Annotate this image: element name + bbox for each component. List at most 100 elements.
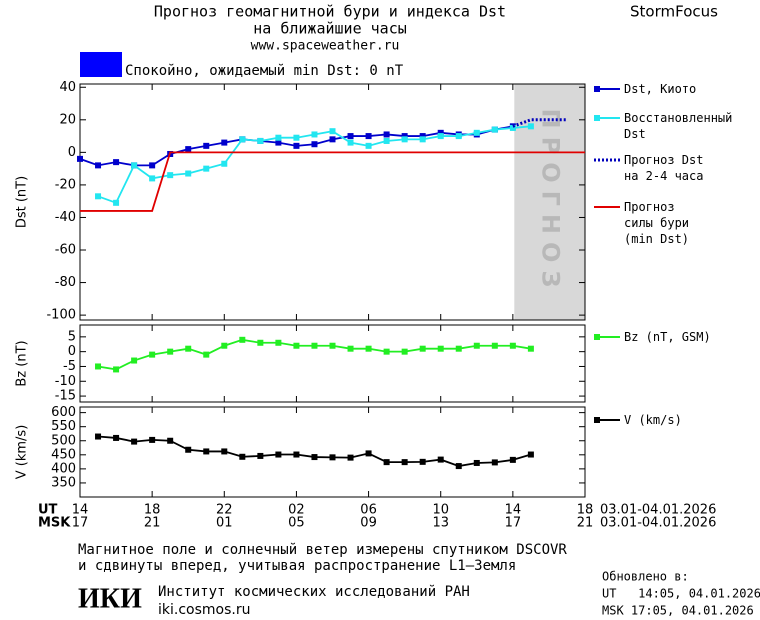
site: iki.cosmos.ru	[158, 602, 250, 618]
y-axis-label: V (km/s)	[15, 425, 30, 480]
footer-note: и сдвинуты вперед, учитывая распростране…	[78, 558, 516, 574]
point	[257, 339, 264, 346]
y-tick-label: -60	[55, 243, 76, 258]
point	[437, 345, 444, 352]
point	[419, 133, 426, 140]
point	[149, 436, 156, 443]
x-tick-label: 06	[360, 503, 377, 518]
point	[113, 434, 120, 441]
y-tick-label: -100	[46, 308, 76, 323]
point	[239, 453, 246, 460]
point	[527, 345, 534, 352]
y-tick-label: -15	[55, 389, 76, 404]
x-tick-label: 18	[144, 503, 161, 518]
legend-label: Dst, Киото	[624, 82, 697, 96]
point	[329, 128, 336, 135]
point	[95, 363, 102, 370]
point	[365, 133, 372, 140]
point	[221, 139, 228, 146]
series-line	[512, 118, 567, 128]
y-tick-label: 350	[51, 475, 76, 490]
legend-swatch	[594, 334, 600, 340]
point	[275, 451, 282, 458]
forecast-label: ПРОГНОЗ	[537, 109, 565, 296]
y-tick-label: -20	[55, 177, 76, 192]
point	[275, 134, 282, 141]
x-tick-label: 14	[72, 503, 89, 518]
x-tick-label: 13	[432, 516, 449, 531]
y-tick-label: -10	[55, 374, 76, 389]
point	[419, 458, 426, 465]
point	[491, 342, 498, 349]
y-tick-label: 400	[51, 461, 76, 476]
point	[167, 172, 174, 179]
series-line	[97, 125, 531, 204]
point	[221, 448, 228, 455]
plot-frame	[79, 406, 586, 498]
point	[347, 345, 354, 352]
y-axis-label: Dst (nT)	[15, 176, 30, 228]
point	[113, 366, 120, 373]
legend-label: Прогноз Dst на 2-4 часа	[624, 153, 704, 183]
point	[203, 142, 210, 149]
point	[527, 451, 534, 458]
x-tick-label: 17	[72, 516, 89, 531]
point	[221, 160, 228, 167]
point	[203, 351, 210, 358]
point	[455, 345, 462, 352]
x-tick-label: 21	[144, 516, 161, 531]
point	[203, 448, 210, 455]
point	[365, 345, 372, 352]
point	[257, 137, 264, 144]
point	[383, 137, 390, 144]
logo: ИКИ	[78, 583, 142, 614]
point	[185, 446, 192, 453]
date-range: 03.01-04.01.2026	[600, 503, 716, 518]
x-tick-label: 14	[505, 503, 522, 518]
point	[131, 162, 138, 169]
point	[293, 142, 300, 149]
point	[419, 345, 426, 352]
point	[365, 142, 372, 149]
x-row-label: UT	[38, 503, 58, 518]
x-tick-label: 02	[288, 503, 305, 518]
point	[329, 454, 336, 461]
point	[383, 459, 390, 466]
x-tick-label: 17	[505, 516, 522, 531]
point	[401, 459, 408, 466]
legend-swatch	[594, 86, 600, 92]
point	[365, 450, 372, 457]
x-tick-label: 09	[360, 516, 377, 531]
point	[95, 433, 102, 440]
x-tick-label: 10	[432, 503, 449, 518]
point	[455, 133, 462, 140]
point	[437, 133, 444, 140]
legend-label: Прогноз силы бури (min Dst)	[624, 200, 690, 246]
point	[401, 133, 408, 140]
x-row-label: MSK	[38, 516, 71, 531]
y-axis-label: Bz (nT)	[15, 340, 30, 386]
status-box	[80, 52, 122, 77]
point	[293, 451, 300, 458]
point	[293, 134, 300, 141]
legend-swatch	[594, 417, 600, 423]
point	[167, 437, 174, 444]
point	[113, 159, 120, 166]
url: www.spaceweather.ru	[251, 39, 400, 54]
point	[401, 136, 408, 143]
point	[167, 348, 174, 355]
point	[509, 342, 516, 349]
point	[95, 162, 102, 169]
status-text: Спокойно, ожидаемый min Dst: 0 nT	[125, 63, 404, 79]
point	[293, 342, 300, 349]
point	[347, 139, 354, 146]
point	[347, 133, 354, 140]
legend-swatch	[594, 115, 600, 121]
point	[131, 438, 138, 445]
x-tick-label: 18	[577, 503, 594, 518]
x-tick-label: 05	[288, 516, 305, 531]
point	[221, 342, 228, 349]
point	[239, 136, 246, 143]
point	[257, 452, 264, 459]
